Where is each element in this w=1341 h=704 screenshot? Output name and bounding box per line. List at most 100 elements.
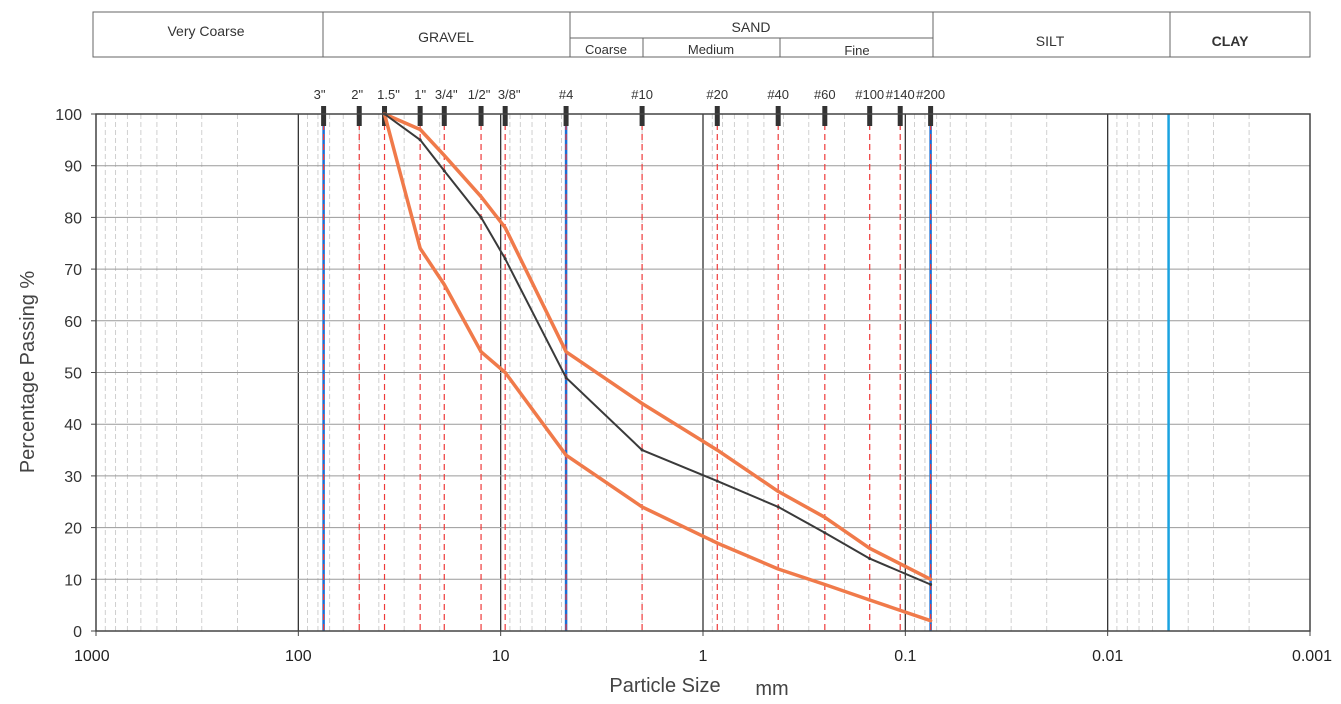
data-point [442,283,446,287]
y-tick-label: 30 [64,469,82,486]
y-axis-ticks: 0 10 20 30 40 50 60 70 80 90 100 [55,107,96,641]
gradation-line-1 [382,112,933,623]
x-tick-label: 0.1 [894,648,916,665]
silt-label: SILT [1036,33,1065,49]
data-point [503,257,507,261]
sieve-label: #140 [886,87,915,102]
sieve-marker [441,106,447,126]
data-point [479,215,483,219]
x-tick-label: 0.001 [1292,648,1332,665]
y-tick-label: 80 [64,210,82,227]
sieve-label: #20 [706,87,728,102]
data-point [640,505,644,509]
clay-label: CLAY [1212,33,1249,49]
gravel-label: GRAVEL [418,29,474,45]
sieve-label: #4 [559,87,573,102]
sieve-marker [478,106,484,126]
x-tick-label: 1000 [74,648,110,665]
y-tick-label: 50 [64,366,82,383]
data-point [929,582,933,586]
sieve-label: #40 [767,87,789,102]
y-tick-label: 40 [64,417,82,434]
data-point [823,515,827,519]
sieve-marker [563,106,569,126]
data-point [442,169,446,173]
data-point [823,531,827,535]
data-point [503,226,507,230]
sieve-label: #60 [814,87,836,102]
x-axis-ticks: 1000 100 10 1 0.1 0.01 0.001 [74,631,1332,665]
sand-fine-label: Fine [844,43,869,58]
x-tick-label: 100 [285,648,312,665]
y-tick-label: 90 [64,159,82,176]
y-tick-label: 20 [64,521,82,538]
sieve-marker [822,106,828,126]
sieve-label: 1/2" [468,87,491,102]
data-point [929,619,933,623]
y-tick-label: 60 [64,314,82,331]
sieve-marker [714,106,720,126]
data-point [503,371,507,374]
sand-medium-label: Medium [688,42,734,57]
grid [96,114,1310,631]
sieve-label: 3/4" [435,87,458,102]
x-axis-label: Particle Size [609,675,720,697]
data-point [640,402,644,406]
sieve-marker [928,106,934,126]
data-point [479,195,483,199]
sieve-marker [897,106,903,126]
sieve-marker [502,106,508,126]
very-coarse-label: Very Coarse [167,23,244,39]
x-tick-label: 10 [492,648,510,665]
gradation-line-3 [383,113,932,586]
data-point [479,350,483,354]
sand-label: SAND [732,19,771,35]
sieve-marker [639,106,645,126]
data-point [868,557,872,561]
data-point [418,246,422,250]
gradation-line-2 [382,112,933,582]
data-point [715,448,719,452]
data-point [929,577,933,581]
sieve-label: 2" [351,87,363,102]
y-tick-label: 70 [64,262,82,279]
data-point [715,479,719,483]
data-point [564,350,568,354]
y-axis-label: Percentage Passing % [17,271,39,474]
sand-coarse-label: Coarse [585,42,627,57]
sieve-label: #10 [631,87,653,102]
data-point [776,489,780,493]
data-point [564,453,568,457]
x-tick-label: 0.01 [1092,648,1123,665]
sieve-marker [356,106,362,126]
y-tick-label: 10 [64,572,82,589]
y-tick-label: 100 [55,107,82,124]
classification-header [92,11,1311,58]
y-tick-label: 0 [73,624,82,641]
data-point [868,598,872,602]
data-point [442,153,446,157]
sieve-label: 1" [414,87,426,102]
data-point [868,546,872,550]
data-point [640,448,644,452]
data-point [564,376,568,380]
sieve-label: 3/8" [498,87,521,102]
sieve-label: 3" [314,87,326,102]
x-axis-unit: mm [755,678,788,700]
data-point [776,505,780,509]
sieve-label: 1.5" [377,87,400,102]
x-tick-label: 1 [699,648,708,665]
sieve-marker [775,106,781,126]
sieve-markers: 3" 2" 1.5" 1" 3/4" 1/2" 3/8" #4 #10 #20 #40 #60 #100… [314,87,945,631]
sieve-marker [867,106,873,126]
data-point [715,541,719,545]
data-point [776,567,780,571]
sieve-label: #100 [855,87,884,102]
sieve-marker [417,106,423,126]
data-point [418,138,422,142]
sieve-marker [321,106,327,126]
data-point [823,582,827,586]
gradation-curves [382,112,933,623]
data-point [418,128,422,132]
